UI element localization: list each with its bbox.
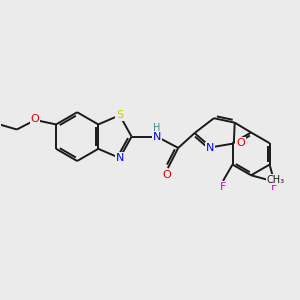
Text: S: S [116,110,123,120]
Text: CH₃: CH₃ [267,175,285,185]
Text: N: N [116,153,124,163]
Text: H: H [153,123,161,133]
Text: F: F [220,182,226,192]
Text: N: N [153,132,161,142]
Text: N: N [206,143,214,153]
Text: F: F [271,182,277,192]
Text: O: O [31,114,39,124]
Text: O: O [163,170,172,180]
Text: O: O [236,138,245,148]
